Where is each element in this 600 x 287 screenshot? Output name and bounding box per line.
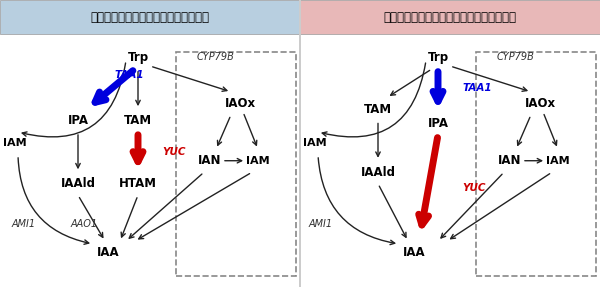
FancyBboxPatch shape: [300, 0, 600, 34]
Text: IAOx: IAOx: [524, 97, 556, 110]
Text: YUC: YUC: [462, 183, 486, 193]
Text: HTAM: HTAM: [119, 177, 157, 190]
Text: IAM: IAM: [3, 139, 27, 148]
Text: CYP79B: CYP79B: [497, 53, 535, 62]
Text: YUC: YUC: [162, 147, 186, 157]
Text: これまでの推定オーキシン生合成経路: これまでの推定オーキシン生合成経路: [91, 11, 209, 24]
Text: CYP79B: CYP79B: [197, 53, 235, 62]
Text: 本研究で提案されたオーキシン生合成経路: 本研究で提案されたオーキシン生合成経路: [383, 11, 517, 24]
Text: IAOx: IAOx: [224, 97, 256, 110]
Text: AMI1: AMI1: [309, 219, 333, 229]
Text: Trp: Trp: [127, 51, 149, 64]
Text: IAM: IAM: [246, 156, 270, 166]
Text: IAA: IAA: [97, 246, 119, 259]
Text: TAA1: TAA1: [462, 83, 492, 92]
Text: IAM: IAM: [546, 156, 570, 166]
Text: IPA: IPA: [427, 117, 449, 130]
Text: TAM: TAM: [124, 114, 152, 127]
Text: IPA: IPA: [67, 114, 89, 127]
Text: AMI1: AMI1: [12, 219, 36, 229]
FancyBboxPatch shape: [0, 0, 300, 34]
Text: AAO1: AAO1: [70, 219, 98, 229]
Text: IAAld: IAAld: [61, 177, 95, 190]
Text: IAN: IAN: [498, 154, 522, 167]
Text: IAA: IAA: [403, 246, 425, 259]
Text: IAM: IAM: [303, 139, 327, 148]
Text: IAN: IAN: [198, 154, 222, 167]
Text: TAA1: TAA1: [114, 70, 144, 79]
Text: IAAld: IAAld: [361, 166, 395, 179]
Text: TAM: TAM: [364, 102, 392, 116]
Text: Trp: Trp: [427, 51, 449, 64]
